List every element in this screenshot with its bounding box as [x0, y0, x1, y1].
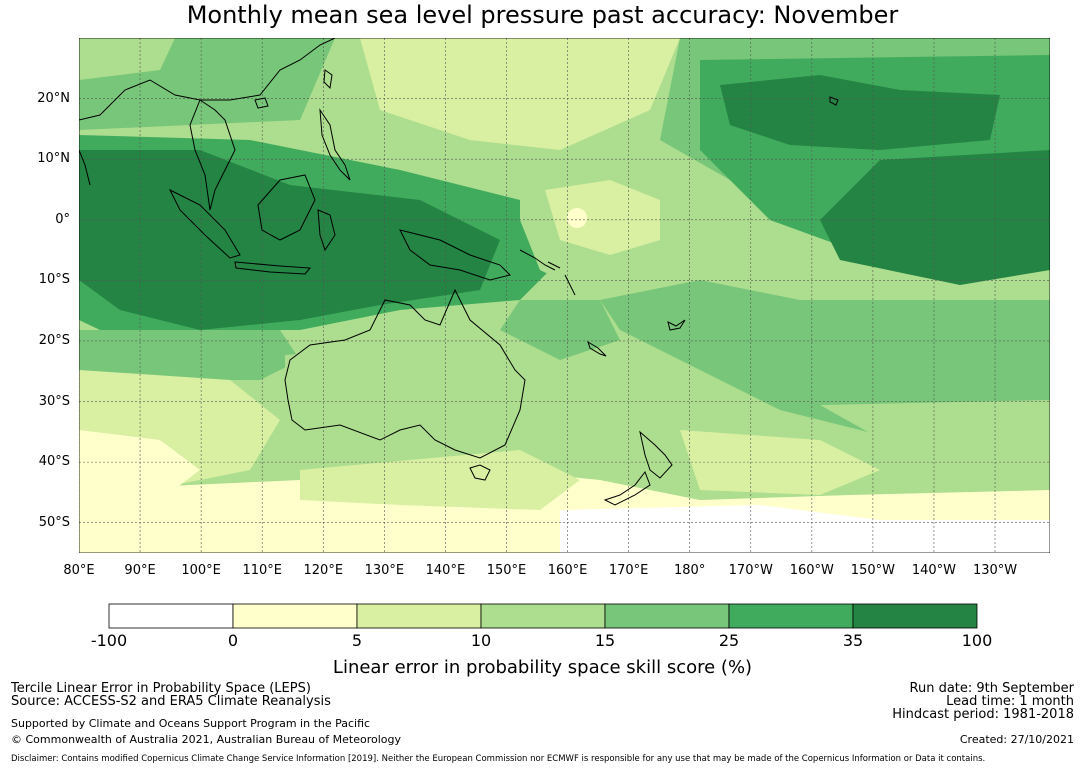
footer-disclaimer: Disclaimer: Contains modified Copernicus… — [11, 754, 986, 764]
longitude-label: 110°E — [242, 563, 282, 578]
latitude-label: 10°N — [37, 151, 70, 167]
coastlines — [79, 38, 839, 506]
longitude-label: 170°E — [608, 563, 649, 578]
longitude-label: 130°E — [364, 563, 405, 578]
solomon-islands-coastline — [519, 249, 561, 271]
skill-region — [500, 300, 620, 360]
footer-copyright: © Commonwealth of Australia 2021, Austra… — [11, 733, 401, 746]
footer-lead-time: Lead time: 1 month — [946, 694, 1074, 709]
taiwan-coastline — [323, 69, 333, 90]
hainan-coastline — [254, 97, 269, 109]
footer-support: Supported by Climate and Oceans Support … — [11, 717, 371, 730]
colorbar-segment — [232, 603, 358, 629]
skill-region — [79, 38, 175, 80]
longitude-label: 140°E — [425, 563, 466, 578]
asia-coastline — [79, 38, 336, 121]
longitude-label: 160°W — [789, 563, 834, 578]
skill-region — [545, 180, 660, 255]
skill-region — [79, 330, 300, 380]
colorbar-tick-label: 25 — [718, 631, 740, 650]
skill-region — [567, 208, 587, 228]
latitude-label: 40°S — [38, 454, 70, 470]
colorbar — [108, 603, 978, 629]
longitude-label: 140°W — [911, 563, 957, 578]
skill-region — [820, 400, 1050, 450]
new-zealand-north-coastline — [639, 430, 673, 479]
vanuatu-coastline — [564, 274, 576, 296]
footer-hindcast-period: Hindcast period: 1981-2018 — [892, 707, 1074, 722]
skill-region — [720, 75, 1000, 150]
longitude-label: 100°E — [181, 563, 221, 578]
philippines-coastline — [319, 108, 351, 181]
hawaii-coastline — [829, 96, 839, 106]
borneo-coastline — [257, 174, 316, 241]
longitude-label: 150°E — [486, 563, 527, 578]
colorbar-tick-label: 0 — [227, 631, 239, 650]
sulawesi-coastline — [317, 209, 336, 252]
skill-region — [79, 150, 500, 330]
latitude-label: 10°S — [38, 272, 70, 288]
longitude-label: 130°W — [972, 563, 1018, 578]
skill-region — [285, 320, 520, 450]
colorbar-segment — [108, 603, 234, 629]
tasmania-coastline — [469, 464, 491, 481]
colorbar-segment — [356, 603, 482, 629]
latitude-label: 50°S — [38, 514, 70, 530]
longitude-label: 170°W — [728, 563, 773, 578]
new-zealand-south-coastline — [603, 470, 651, 506]
footer-method: Tercile Linear Error in Probability Spac… — [11, 681, 311, 696]
skill-region — [820, 150, 1050, 285]
java-coastline — [234, 261, 312, 275]
colorbar-segment — [480, 603, 606, 629]
map-title: Monthly mean sea level pressure past acc… — [186, 1, 899, 29]
colorbar-segment — [604, 603, 730, 629]
colorbar-tick-label: 35 — [842, 631, 864, 650]
footer-created-date: Created: 27/10/2021 — [959, 733, 1074, 746]
skill-region — [680, 430, 880, 495]
australia-coastline — [284, 288, 526, 459]
skill-region — [360, 38, 680, 150]
skill-region — [600, 280, 1050, 440]
skill-region — [560, 505, 1050, 553]
colorbar-tick-label: 10 — [470, 631, 492, 650]
longitude-label: 90°E — [124, 563, 156, 578]
colorbar-segment — [852, 603, 978, 629]
footer-source: Source: ACCESS-S2 and ERA5 Climate Reana… — [11, 694, 331, 709]
longitude-label: 180° — [674, 563, 706, 578]
colorbar-segment — [728, 603, 854, 629]
latitude-label: 30°S — [38, 393, 70, 409]
latitude-label: 20°N — [37, 90, 70, 106]
longitude-label: 80°E — [63, 563, 95, 578]
longitude-label: 150°W — [850, 563, 895, 578]
indochina-coastline — [189, 99, 236, 211]
latitude-label: 0° — [55, 211, 70, 227]
longitude-label: 160°E — [547, 563, 588, 578]
longitude-label: 120°E — [303, 563, 344, 578]
latitude-label: 20°S — [38, 332, 70, 348]
footer-run-date: Run date: 9th September — [909, 681, 1074, 696]
india-coastline — [79, 149, 91, 186]
colorbar-tick-label: 5 — [351, 631, 363, 650]
colorbar-label: Linear error in probability space skill … — [332, 657, 753, 678]
map-panel — [79, 38, 1050, 553]
new-caledonia-coastline — [587, 340, 607, 357]
colorbar-tick-label: 100 — [961, 631, 993, 650]
colorbar-tick-label: 15 — [594, 631, 616, 650]
skill-region — [300, 450, 580, 510]
colorbar-tick-label: -100 — [90, 631, 128, 650]
sumatra-coastline — [168, 188, 241, 259]
fiji-coastline — [667, 319, 686, 331]
new-guinea-coastline — [399, 229, 511, 281]
